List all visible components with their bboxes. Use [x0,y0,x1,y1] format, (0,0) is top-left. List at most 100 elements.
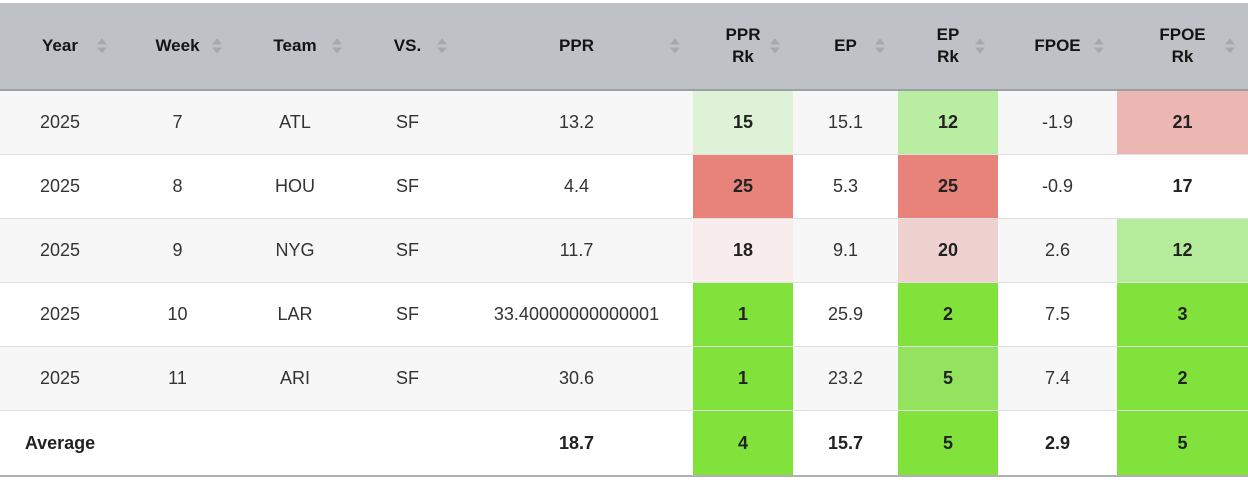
cell-week: 8 [172,176,183,196]
sort-icons[interactable] [1094,38,1104,54]
sort-asc-icon[interactable] [670,38,680,45]
sort-desc-icon[interactable] [670,47,680,54]
sort-asc-icon[interactable] [332,38,342,45]
table-header-row: Year Week Team VS. PPR PPR Rk EP EP Rk [0,3,1248,91]
col-header-ep-label: EP [834,36,857,55]
cell-ep: 9.1 [832,240,859,260]
col-header-year[interactable]: Year [0,3,120,89]
sort-icons[interactable] [212,38,222,54]
cell-average-label: Average [24,432,96,453]
average-row: Average 18.7 4 15.7 5 2.9 5 [0,411,1248,477]
player-gamelog-table: Year Week Team VS. PPR PPR Rk EP EP Rk [0,3,1248,477]
cell-ep: 5.3 [832,176,859,196]
table-row: 2025 8 HOU SF 4.4 25 5.3 25 -0.9 17 [0,155,1248,219]
cell-week: 10 [167,304,188,324]
col-header-year-label: Year [42,36,78,55]
cell-team: ATL [279,112,311,132]
cell-team [235,411,355,475]
sort-desc-icon[interactable] [212,47,222,54]
sort-desc-icon[interactable] [1094,47,1104,54]
sort-desc-icon[interactable] [975,47,985,54]
cell-team: ARI [279,368,310,388]
cell-ppr-rk: 25 [693,155,793,218]
cell-fpoe: 7.4 [1044,368,1071,388]
cell-fpoe-rk: 3 [1117,283,1248,346]
sort-desc-icon[interactable] [875,47,885,54]
col-header-vs[interactable]: VS. [355,3,460,89]
table-row: 2025 7 ATL SF 13.2 15 15.1 12 -1.9 21 [0,91,1248,155]
sort-icons[interactable] [332,38,342,54]
sort-asc-icon[interactable] [212,38,222,45]
cell-ep-rk: 5 [898,411,998,475]
cell-fpoe: 2.6 [1044,240,1071,260]
cell-ep: 25.9 [827,304,864,324]
sort-asc-icon[interactable] [437,38,447,45]
cell-team: NYG [275,240,315,260]
cell-ppr: 4.4 [563,176,590,196]
cell-week: 9 [172,240,183,260]
sort-icons[interactable] [670,38,680,54]
sort-asc-icon[interactable] [875,38,885,45]
cell-year: 2025 [39,368,81,388]
cell-fpoe: -0.9 [1041,176,1074,196]
col-header-ppr[interactable]: PPR [460,3,693,89]
cell-vs: SF [395,368,419,388]
sort-icons[interactable] [97,38,107,54]
cell-ep: 15.1 [827,112,864,132]
sort-icons[interactable] [875,38,885,54]
cell-ppr: 18.7 [558,432,595,453]
cell-ppr-rk: 15 [693,91,793,154]
col-header-ppr-rk[interactable]: PPR Rk [693,3,793,89]
sort-desc-icon[interactable] [97,47,107,54]
cell-ppr: 30.6 [558,368,595,388]
col-header-fpoe-rk-label: FPOE Rk [1159,25,1206,66]
col-header-fpoe-rk[interactable]: FPOE Rk [1117,3,1248,89]
table-row: 2025 9 NYG SF 11.7 18 9.1 20 2.6 12 [0,219,1248,283]
cell-fpoe-rk: 5 [1117,411,1248,475]
sort-asc-icon[interactable] [97,38,107,45]
sort-asc-icon[interactable] [1094,38,1104,45]
sort-desc-icon[interactable] [332,47,342,54]
sort-icons[interactable] [770,38,780,54]
cell-ep: 15.7 [827,432,864,453]
sort-asc-icon[interactable] [975,38,985,45]
sort-desc-icon[interactable] [437,47,447,54]
cell-week [120,411,235,475]
sort-asc-icon[interactable] [1225,38,1235,45]
cell-year: 2025 [39,176,81,196]
cell-ep-rk: 12 [898,91,998,154]
cell-team: LAR [277,304,313,324]
col-header-ep[interactable]: EP [793,3,898,89]
col-header-vs-label: VS. [393,36,422,55]
table-row: 2025 11 ARI SF 30.6 1 23.2 5 7.4 2 [0,347,1248,411]
cell-ppr-rk: 1 [693,283,793,346]
sort-desc-icon[interactable] [1225,47,1235,54]
cell-team: HOU [275,176,315,196]
cell-fpoe-rk: 12 [1117,219,1248,282]
col-header-ep-rk[interactable]: EP Rk [898,3,998,89]
col-header-team[interactable]: Team [235,3,355,89]
sort-desc-icon[interactable] [770,47,780,54]
cell-ppr: 33.40000000000001 [493,304,660,324]
cell-ep: 23.2 [827,368,864,388]
table-row: 2025 10 LAR SF 33.40000000000001 1 25.9 … [0,283,1248,347]
cell-fpoe: 7.5 [1044,304,1071,324]
cell-ep-rk: 20 [898,219,998,282]
cell-ppr-rk: 4 [693,411,793,475]
col-header-ep-rk-label: EP Rk [936,25,960,66]
sort-asc-icon[interactable] [770,38,780,45]
sort-icons[interactable] [437,38,447,54]
cell-year: 2025 [39,240,81,260]
sort-icons[interactable] [975,38,985,54]
cell-fpoe-rk: 2 [1117,347,1248,410]
cell-vs: SF [395,176,419,196]
cell-ppr-rk: 1 [693,347,793,410]
cell-fpoe-rk: 21 [1117,91,1248,154]
sort-icons[interactable] [1225,38,1235,54]
cell-ep-rk: 5 [898,347,998,410]
col-header-team-label: Team [273,36,317,55]
col-header-ppr-rk-label: PPR Rk [725,25,761,66]
cell-week: 7 [172,112,183,132]
col-header-fpoe[interactable]: FPOE [998,3,1117,89]
col-header-week[interactable]: Week [120,3,235,89]
